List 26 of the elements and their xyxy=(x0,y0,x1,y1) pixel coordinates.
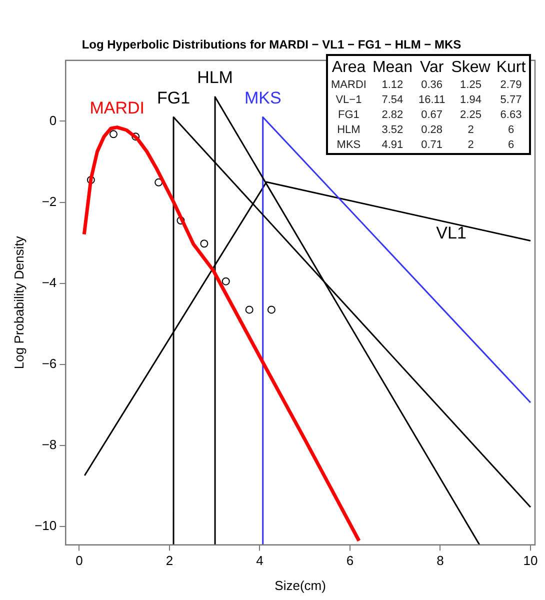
x-tick-label: 4 xyxy=(256,553,264,568)
x-tick-label: 2 xyxy=(166,553,174,568)
text: FG1 2.82 0.67 2.25 6.63 xyxy=(338,109,522,121)
series-label: VL1 xyxy=(436,223,466,242)
y-tick-label: −6 xyxy=(42,356,57,371)
series-label: MKS xyxy=(244,88,282,108)
text: MARDI 1.12 0.36 1.25 2.79 xyxy=(331,79,522,91)
series-label: MARDI xyxy=(90,98,144,118)
text: VL−1 7.54 16.11 1.94 5.77 xyxy=(336,94,522,106)
x-tick-label: 8 xyxy=(436,553,444,568)
x-axis-title: Size(cm) xyxy=(274,578,326,593)
x-tick-label: 10 xyxy=(523,553,538,568)
y-tick-label: −8 xyxy=(42,437,57,452)
chart-title: Log Hyperbolic Distributions for MARDI − VL1 − FG1 − HLM − MKS xyxy=(82,38,462,52)
series-label: FG1 xyxy=(156,88,190,108)
text: HLM 3.52 0.28 2 6 xyxy=(337,124,514,136)
y-axis-title: Log Probability Density xyxy=(11,236,26,370)
y-tick-label: −10 xyxy=(34,518,57,534)
y-tick-label: −4 xyxy=(42,274,57,290)
text: MKS 4.91 0.71 2 6 xyxy=(336,139,514,151)
x-tick-label: 0 xyxy=(76,553,83,568)
x-tick-label: 6 xyxy=(346,553,354,568)
annotation: Area Mean Var Skew Kurt xyxy=(330,58,527,78)
y-tick-label: −2 xyxy=(42,194,57,209)
series-label: HLM xyxy=(197,68,233,88)
y-tick-label: 0 xyxy=(49,112,57,128)
